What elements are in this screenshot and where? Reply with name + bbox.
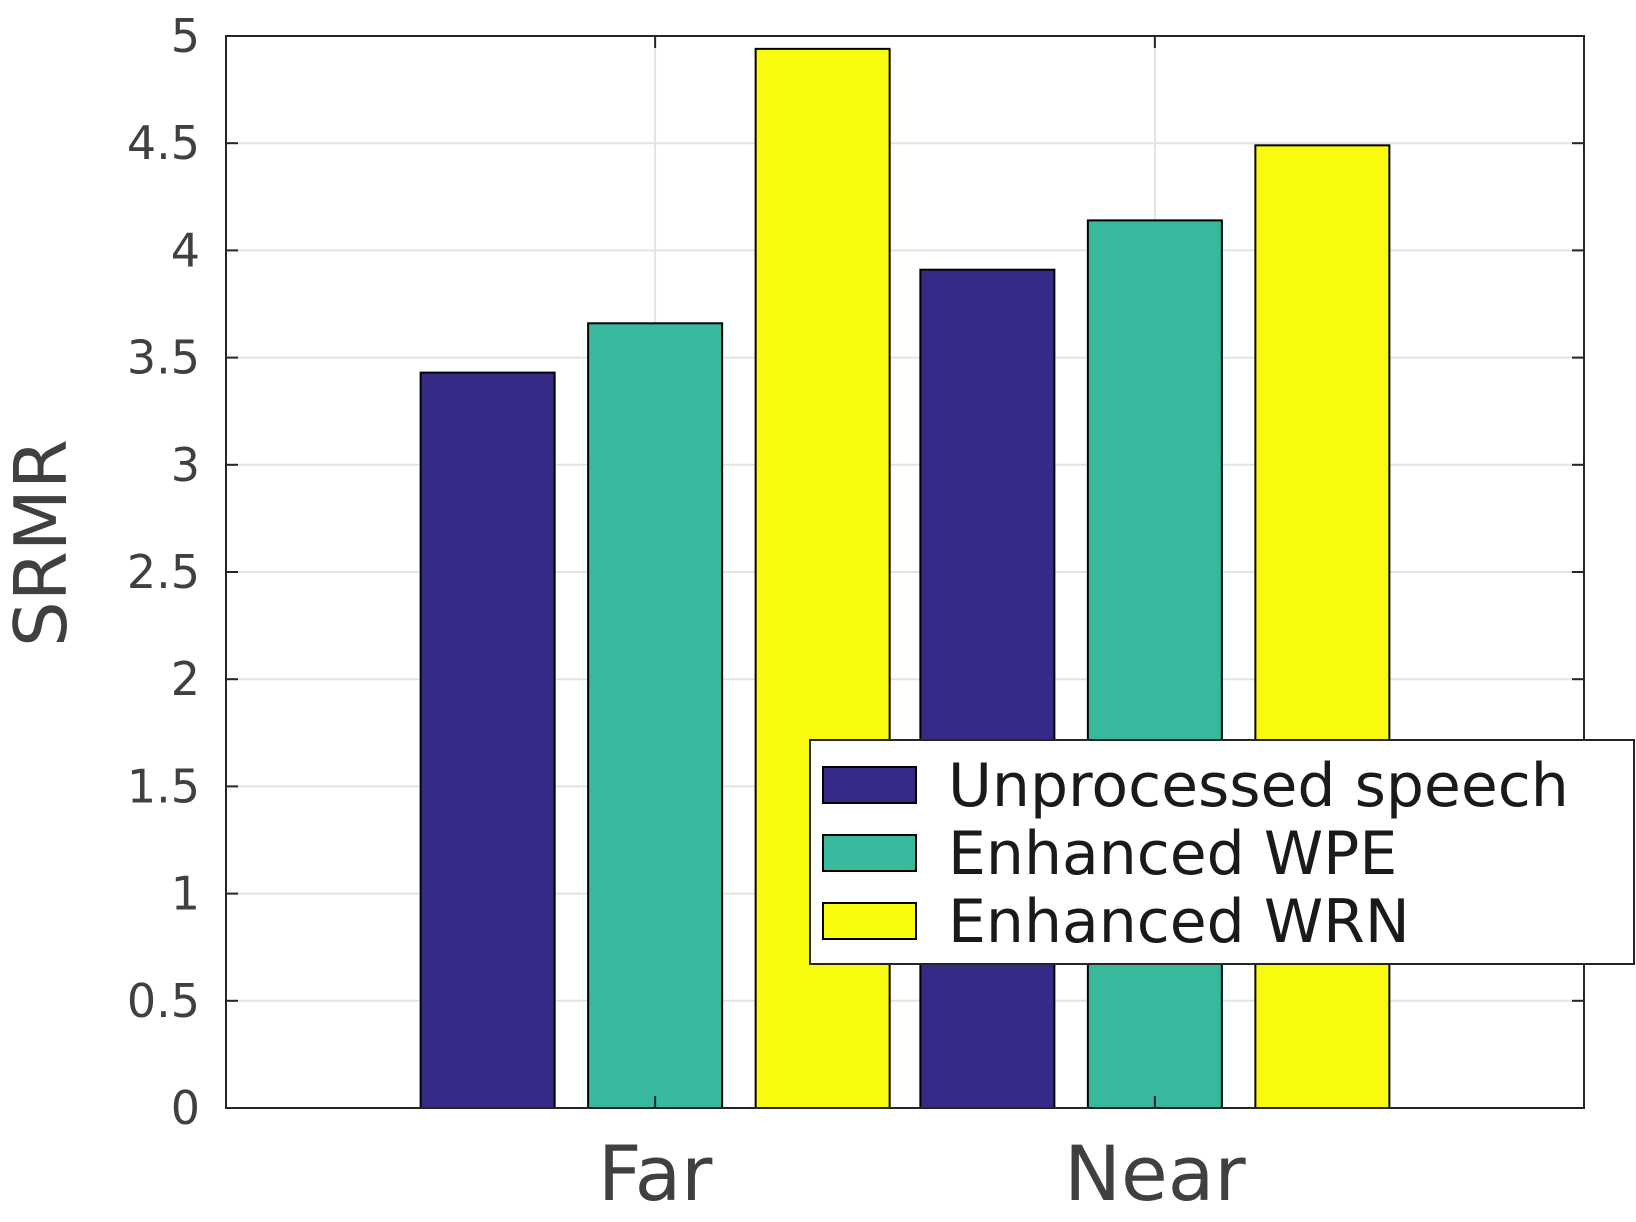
y-tick-label: 1.5 — [127, 759, 200, 813]
legend-swatch — [822, 902, 917, 940]
legend-label: Unprocessed speech — [948, 751, 1569, 821]
y-tick-label: 2 — [171, 652, 200, 706]
legend-swatch — [822, 766, 917, 804]
legend-swatch — [822, 834, 917, 872]
y-tick-label: 3 — [171, 438, 200, 492]
x-tick-label: Far — [598, 1129, 713, 1218]
y-tick-label: 0 — [171, 1081, 200, 1135]
y-tick-label: 0.5 — [127, 974, 200, 1028]
bar-near-1 — [919, 268, 1056, 1110]
y-tick-label: 4.5 — [127, 116, 200, 170]
y-axis-label: SRMR — [0, 439, 83, 647]
legend-label: Enhanced WPE — [948, 819, 1397, 889]
x-tick-labels: Far Near — [598, 1129, 1246, 1218]
y-tick-label: 5 — [171, 9, 200, 63]
x-tick-label: Near — [1064, 1129, 1246, 1218]
y-tick-label: 1 — [171, 867, 200, 921]
legend-box — [809, 739, 1635, 965]
y-tick-label: 3.5 — [127, 331, 200, 385]
y-tick-labels: 0 0.5 1 1.5 2 2.5 3 3.5 4 4.5 5 — [127, 9, 200, 1135]
y-tick-label: 4 — [171, 223, 200, 277]
bar-far-2 — [587, 322, 724, 1109]
legend-label: Enhanced WRN — [948, 887, 1410, 957]
bar-near-2 — [1086, 219, 1223, 1110]
bar-far-1 — [419, 371, 556, 1110]
y-tick-label: 2.5 — [127, 545, 200, 599]
